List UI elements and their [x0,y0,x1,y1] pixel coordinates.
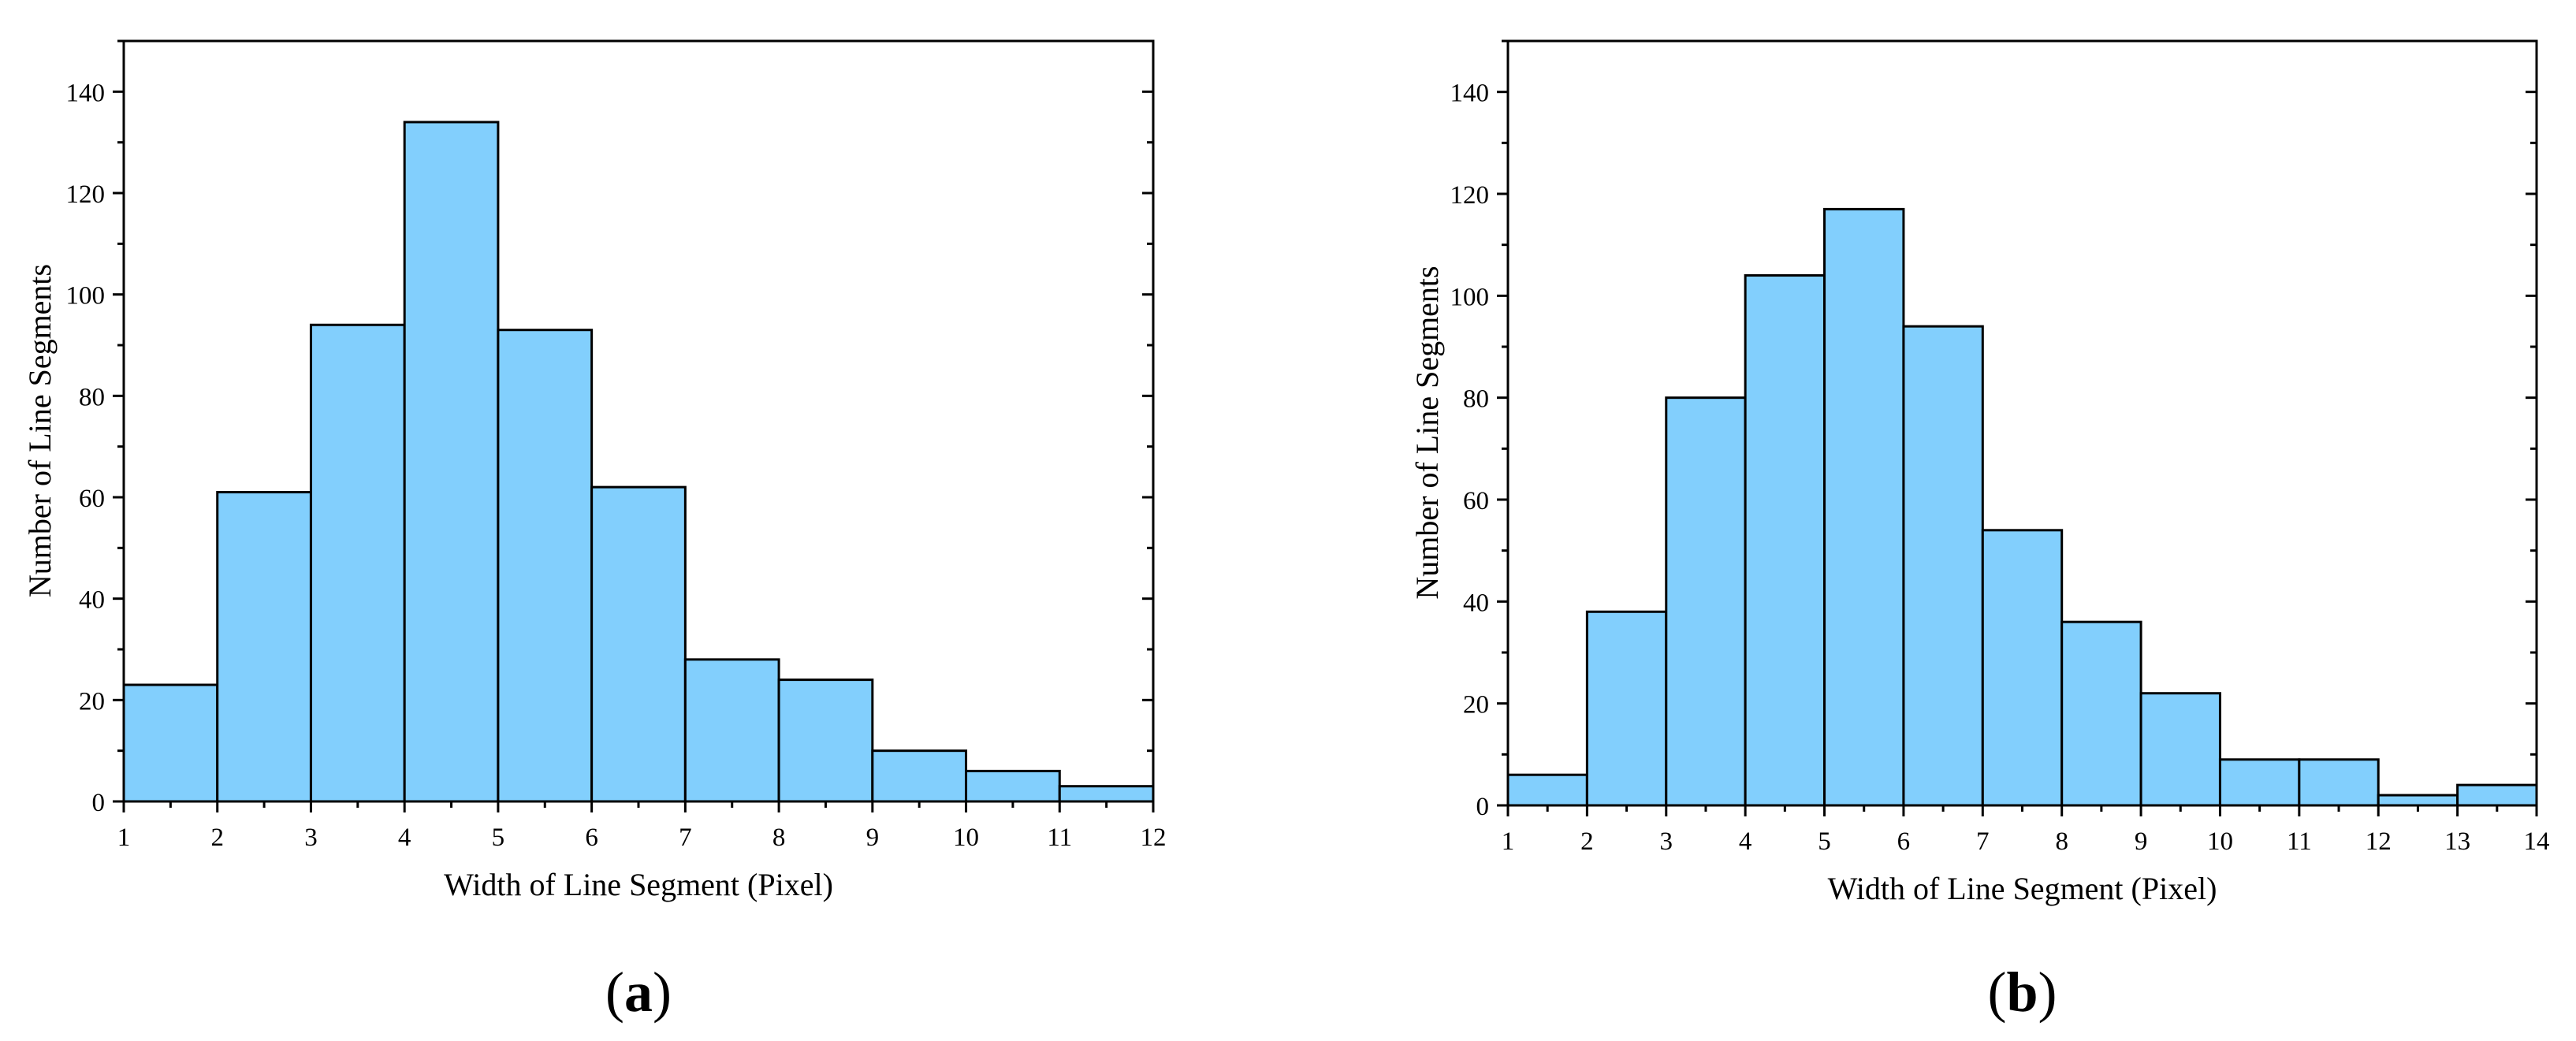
chart-b-xtick-label: 14 [2524,827,2550,856]
chart-a-caption-open: ( [605,961,624,1024]
chart-b-bar-3 [1744,273,1826,807]
chart-b-ytick-label: 20 [1463,691,1489,719]
chart-b-xtick-label: 10 [2207,827,2233,856]
chart-a-ytick-label: 40 [79,586,105,615]
chart-a-ytick-label: 80 [79,383,105,411]
chart-b-xtick-label: 9 [2135,827,2148,856]
chart-a-bar-5 [590,485,687,803]
chart-a-xtick-label: 2 [210,824,224,852]
chart-b-bar-10 [2298,758,2380,807]
chart-b-bar-6 [1981,529,2064,807]
chart-a-caption-close: ) [653,961,672,1024]
chart-b-caption: (b) [1987,961,2057,1024]
chart-a-xtick-label: 10 [953,824,979,852]
chart-b-xtick-label: 5 [1818,827,1831,856]
chart-b-bar-12 [2456,783,2538,807]
chart-b-xtick-label: 7 [1976,827,1990,856]
chart-a-ytick-label: 140 [66,79,106,107]
chart-a-xtick-label: 4 [398,824,411,852]
chart-b-caption-open: ( [1987,961,2006,1024]
chart-a-ytick-label: 100 [66,282,106,310]
chart-a-xtick-label: 12 [1141,824,1167,852]
chart-a-bar-8 [871,749,968,803]
chart-b-bar-2 [1665,396,1747,807]
chart-a-bar-7 [777,679,874,803]
chart-b-bar-0 [1506,773,1588,807]
chart-a-bar-3 [403,121,500,803]
chart-a-xtick-label: 1 [117,824,131,852]
chart-a-y-axis-title: Number of Line Segments [22,264,58,597]
chart-b-bar-9 [2218,758,2301,807]
chart-b-ytick-label: 100 [1450,283,1490,311]
chart-b-bar-11 [2377,794,2459,807]
chart-b-bar-5 [1902,325,1984,807]
chart-b-xtick-label: 2 [1580,827,1594,856]
chart-b-caption-close: ) [2038,961,2057,1024]
chart-b-xtick-label: 3 [1660,827,1673,856]
chart-a-caption: (a) [605,961,672,1024]
chart-b-bar-1 [1585,610,1668,807]
chart-a-bar-9 [965,769,1061,803]
chart-a-ytick-label: 20 [79,687,105,716]
chart-a-xtick-label: 8 [772,824,786,852]
chart-b-caption-letter: b [2006,961,2038,1024]
chart-a-xtick-label: 6 [585,824,598,852]
chart-b-ytick-label: 40 [1463,589,1489,617]
chart-b-xtick-label: 1 [1502,827,1515,856]
chart-b-xtick-label: 8 [2055,827,2068,856]
chart-a-bar-2 [309,323,406,803]
chart-a-ytick-label: 120 [66,180,106,209]
chart-a-bar-0 [122,683,219,803]
chart-a-bar-10 [1058,785,1155,803]
chart-a-xtick-label: 7 [679,824,692,852]
chart-a-bar-4 [497,329,594,803]
chart-a-bar-6 [683,658,780,803]
chart-b-xtick-label: 13 [2444,827,2470,856]
chart-b-ytick-label: 0 [1476,793,1490,821]
chart-b-bar-7 [2060,620,2142,807]
chart-a-ytick-label: 60 [79,485,105,513]
chart-a-xtick-label: 3 [304,824,318,852]
chart-b-ytick-label: 120 [1450,181,1490,210]
chart-a-xtick-label: 11 [1047,824,1072,852]
chart-b-x-axis-title: Width of Line Segment (Pixel) [1828,871,2217,906]
chart-b-xtick-label: 12 [2366,827,2392,856]
chart-b-ytick-label: 80 [1463,385,1489,414]
chart-b-ytick-label: 140 [1450,80,1490,108]
chart-a-xtick-label: 9 [866,824,880,852]
chart-a-bar-1 [216,491,312,803]
chart-b-xtick-label: 6 [1897,827,1911,856]
chart-b-ytick-label: 60 [1463,487,1489,515]
chart-a-x-axis-title: Width of Line Segment (Pixel) [444,867,833,902]
chart-b-y-axis-title: Number of Line Segments [1409,266,1445,599]
chart-b-bar-4 [1823,207,1905,807]
chart-a-caption-letter: a [624,961,653,1024]
chart-b-xtick-label: 11 [2287,827,2312,856]
chart-a-xtick-label: 5 [492,824,505,852]
chart-b-xtick-label: 4 [1739,827,1752,856]
chart-a-ytick-label: 0 [92,789,106,817]
chart-b-bar-8 [2139,692,2221,807]
